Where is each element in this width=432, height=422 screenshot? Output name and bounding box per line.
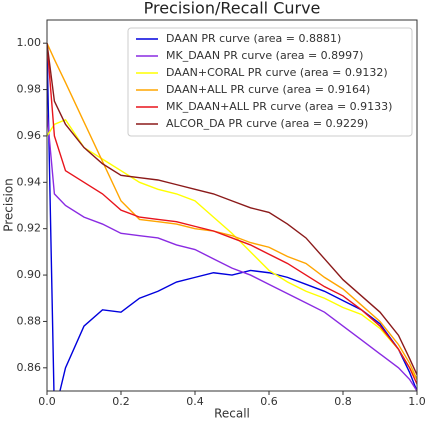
legend-label: MK_DAAN PR curve (area = 0.8997) bbox=[166, 49, 363, 62]
x-axis-label: Recall bbox=[214, 407, 250, 421]
x-tick-label: 0.0 bbox=[38, 395, 56, 408]
y-tick-label: 0.96 bbox=[17, 129, 42, 142]
y-tick-label: 0.86 bbox=[17, 361, 42, 374]
legend-label: DAAN+CORAL PR curve (area = 0.9132) bbox=[166, 66, 388, 79]
x-tick-label: 0.4 bbox=[186, 395, 204, 408]
legend-label: ALCOR_DA PR curve (area = 0.9229) bbox=[166, 117, 368, 130]
x-tick-label: 0.8 bbox=[334, 395, 352, 408]
x-tick-label: 0.2 bbox=[112, 395, 130, 408]
y-tick-label: 0.90 bbox=[17, 268, 42, 281]
y-tick-label: 0.94 bbox=[17, 175, 42, 188]
series-line bbox=[47, 43, 417, 385]
y-tick-label: 0.98 bbox=[17, 83, 42, 96]
y-tick-label: 0.92 bbox=[17, 222, 42, 235]
chart-title: Precision/Recall Curve bbox=[144, 0, 321, 18]
y-tick-label: 1.00 bbox=[17, 36, 42, 49]
x-tick-label: 0.6 bbox=[260, 395, 278, 408]
series-line bbox=[47, 112, 417, 391]
x-tick-label: 1.0 bbox=[408, 395, 426, 408]
legend-label: DAAN+ALL PR curve (area = 0.9164) bbox=[166, 83, 370, 96]
legend-label: DAAN PR curve (area = 0.8881) bbox=[166, 32, 341, 45]
legend-label: MK_DAAN+ALL PR curve (area = 0.9133) bbox=[166, 100, 392, 113]
y-axis-label: Precision bbox=[2, 178, 16, 232]
plot-lines bbox=[47, 42, 417, 391]
series-line bbox=[47, 118, 417, 380]
series-line bbox=[47, 43, 417, 376]
series-line bbox=[47, 42, 417, 380]
y-tick-label: 0.88 bbox=[17, 314, 42, 327]
plot-frame bbox=[46, 19, 418, 392]
legend-box bbox=[127, 27, 413, 137]
